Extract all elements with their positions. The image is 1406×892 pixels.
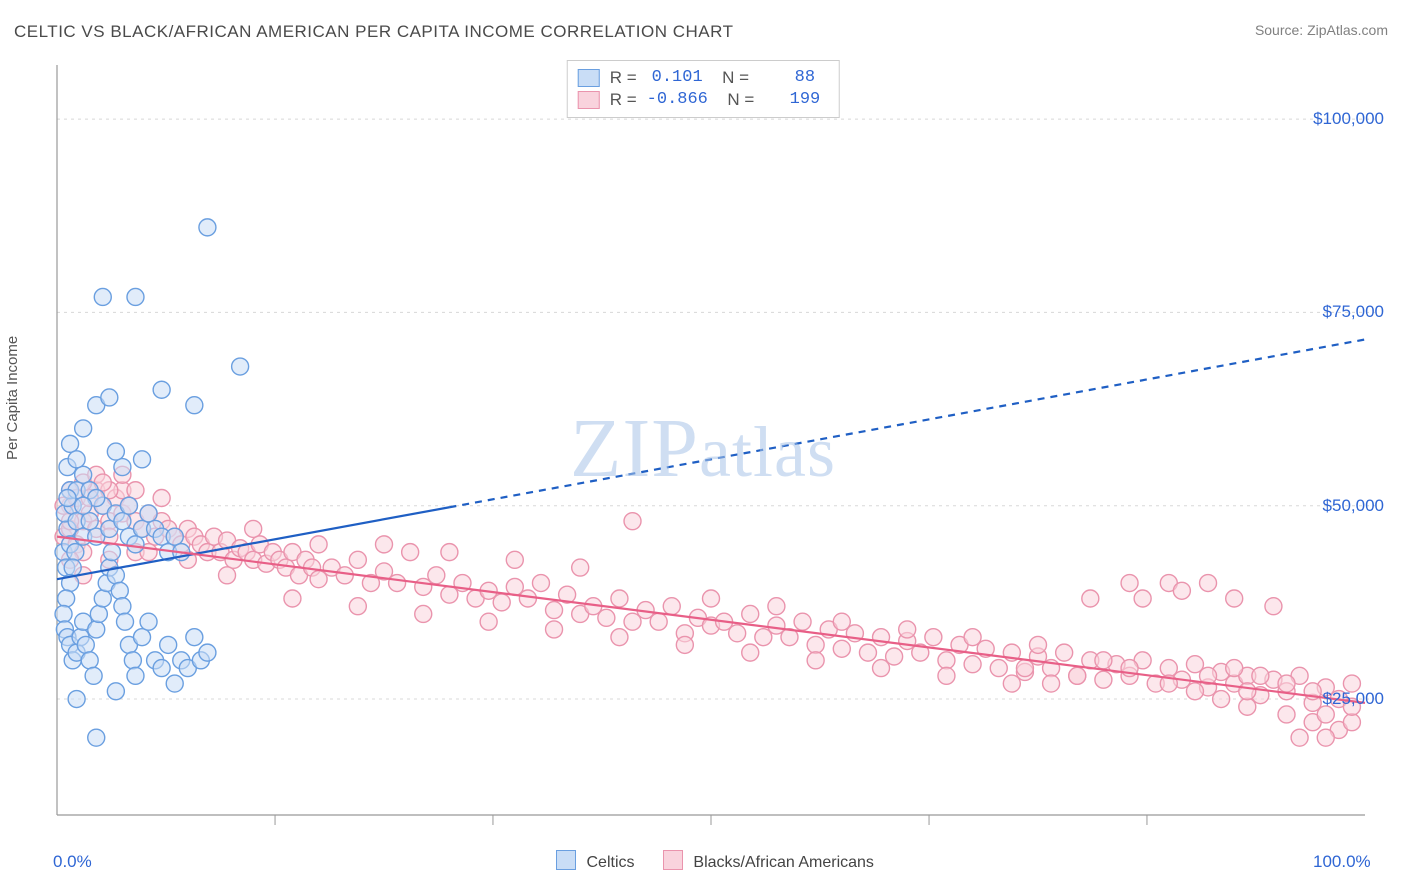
y-axis-label: Per Capita Income [4,336,21,460]
swatch-icon [578,91,600,109]
series-legend: Celtics Blacks/African Americans [0,850,1406,872]
swatch-icon [663,850,683,870]
x-tick-label: 100.0% [1313,852,1371,872]
swatch-icon [578,69,600,87]
legend-label-black: Blacks/African Americans [693,854,874,871]
legend-row-celtics: R =0.101 N =88 [578,67,821,89]
y-tick-label: $75,000 [1323,302,1384,322]
x-tick-label: 0.0% [53,852,92,872]
y-tick-label: $25,000 [1323,689,1384,709]
swatch-icon [556,850,576,870]
scatter-chart [45,55,1385,825]
source-label: Source: ZipAtlas.com [1255,22,1388,38]
y-tick-label: $100,000 [1313,109,1384,129]
chart-title: CELTIC VS BLACK/AFRICAN AMERICAN PER CAP… [14,22,733,42]
legend-label-celtics: Celtics [587,854,635,871]
correlation-legend: R =0.101 N =88 R =-0.866 N =199 [567,60,840,118]
y-tick-label: $50,000 [1323,496,1384,516]
legend-row-black: R =-0.866 N =199 [578,89,821,111]
